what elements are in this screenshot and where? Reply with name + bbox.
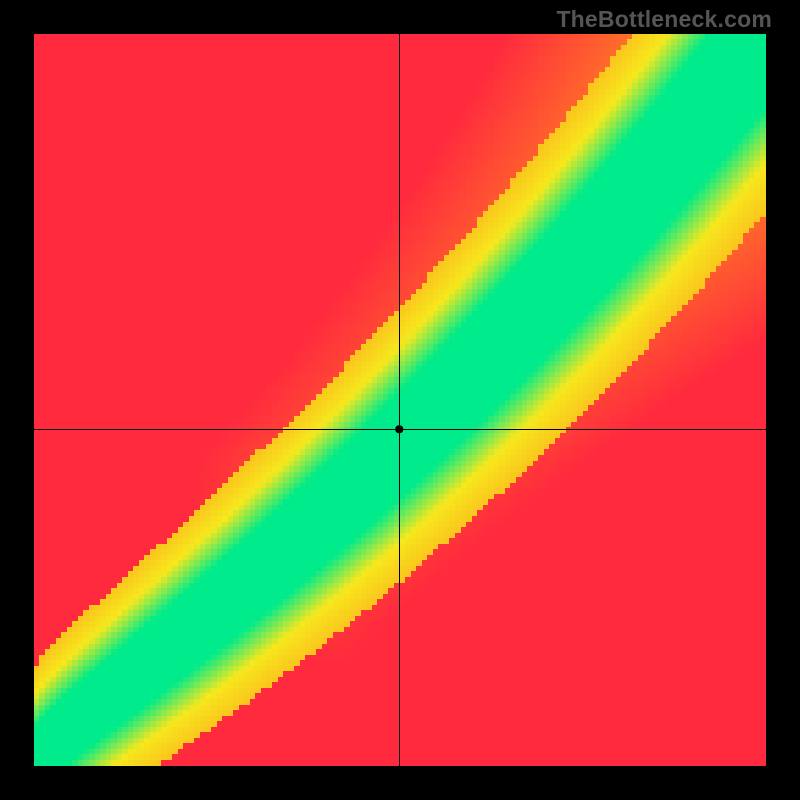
- attribution-text: TheBottleneck.com: [556, 6, 772, 33]
- gradient-heatmap: [34, 34, 766, 766]
- chart-root: TheBottleneck.com: [0, 0, 800, 800]
- plot-area: [34, 34, 766, 766]
